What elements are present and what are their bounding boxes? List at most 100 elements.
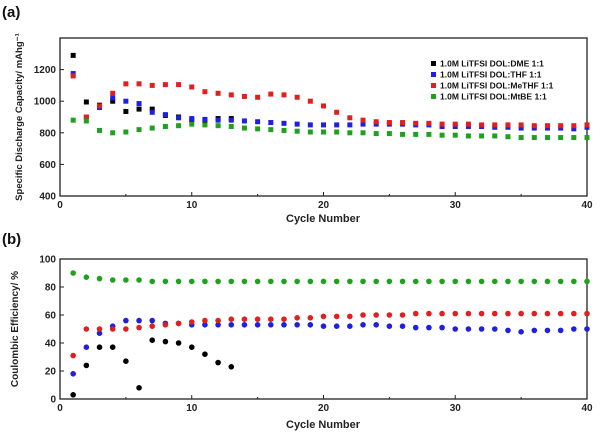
data-point xyxy=(188,319,195,325)
data-point xyxy=(557,310,564,317)
data-point xyxy=(70,73,76,79)
data-point xyxy=(465,133,471,139)
data-point xyxy=(123,317,129,324)
data-point xyxy=(307,98,313,104)
data-point xyxy=(360,322,366,328)
data-point xyxy=(334,109,340,115)
y-tick-label: 0 xyxy=(50,395,56,406)
data-point xyxy=(439,324,445,331)
panel-a-data-points xyxy=(70,52,590,141)
data-point xyxy=(109,326,116,332)
data-point xyxy=(479,122,485,128)
data-point xyxy=(202,317,208,324)
legend-label: 1.0M LiTFSI DOL:THF 1:1 xyxy=(440,70,542,80)
panel-a-y-axis-label: Specific Discharge Capacity/ mAhg⁻¹ xyxy=(14,33,25,201)
data-point xyxy=(412,324,419,331)
x-tick-label: 40 xyxy=(581,403,593,414)
data-point xyxy=(544,327,551,334)
data-point xyxy=(281,322,287,328)
data-point xyxy=(109,344,116,351)
x-tick-label: 30 xyxy=(450,200,462,211)
data-point xyxy=(478,278,485,285)
panel-b-x-axis-label: Cycle Number xyxy=(286,419,361,431)
data-point xyxy=(83,114,89,120)
data-point xyxy=(531,278,538,285)
data-point xyxy=(557,327,564,334)
x-tick-label: 40 xyxy=(581,200,593,211)
data-point xyxy=(241,316,248,323)
data-point xyxy=(149,125,155,131)
data-point xyxy=(413,131,419,137)
data-point xyxy=(307,122,313,128)
data-point xyxy=(162,278,169,285)
data-point xyxy=(96,330,103,337)
data-point xyxy=(373,131,379,137)
panel-a-legend: 1.0M LiTFSI DOL:DME 1:11.0M LiTFSI DOL:T… xyxy=(431,59,554,102)
data-point xyxy=(268,316,274,323)
data-point xyxy=(386,278,393,285)
data-point xyxy=(70,352,76,359)
data-point xyxy=(162,322,169,328)
data-point xyxy=(505,310,511,317)
data-point xyxy=(307,315,314,321)
data-point xyxy=(399,323,406,330)
data-point xyxy=(294,322,300,328)
data-point xyxy=(491,326,498,332)
data-point xyxy=(123,81,129,87)
data-point xyxy=(386,323,393,330)
data-point xyxy=(96,326,103,332)
data-point xyxy=(571,278,577,285)
data-point xyxy=(465,326,472,332)
data-point xyxy=(215,359,221,366)
data-point xyxy=(518,310,524,317)
data-point xyxy=(202,116,208,122)
data-point xyxy=(518,329,524,335)
x-tick-label: 0 xyxy=(57,200,63,211)
data-point xyxy=(518,125,524,131)
data-point xyxy=(241,125,247,131)
data-point xyxy=(452,121,458,127)
data-point xyxy=(492,133,498,139)
panel-a: (a) 0 10 20 30 40 400 600 800 1000 1200 Cycle Num… xyxy=(2,4,593,225)
data-point xyxy=(136,106,142,112)
panel-a-x-axis-label: Cycle Number xyxy=(286,213,361,225)
data-point xyxy=(83,326,90,332)
data-point xyxy=(123,277,129,283)
data-point xyxy=(386,131,392,137)
data-point xyxy=(465,121,471,127)
data-point xyxy=(426,131,432,137)
legend-item-1-0m-litfsi-dol-dme-1-1: 1.0M LiTFSI DOL:DME 1:1 xyxy=(431,59,544,69)
data-point xyxy=(175,278,182,285)
data-point xyxy=(294,94,300,100)
data-point xyxy=(83,118,89,124)
data-point xyxy=(505,134,511,140)
data-point xyxy=(97,127,103,133)
data-point xyxy=(505,122,511,128)
data-point xyxy=(281,120,287,126)
data-point xyxy=(136,277,142,283)
data-point xyxy=(228,123,234,129)
legend-label: 1.0M LiTFSI DOL:MtBE 1:1 xyxy=(440,92,547,102)
data-point xyxy=(386,312,393,318)
legend-label: 1.0M LiTFSI DOL:MeTHF 1:1 xyxy=(440,81,554,91)
data-point xyxy=(162,338,169,345)
legend-item-1-0m-litfsi-dol-methf-1-1: 1.0M LiTFSI DOL:MeTHF 1:1 xyxy=(431,81,554,91)
data-point xyxy=(202,89,208,95)
data-point xyxy=(373,278,380,285)
data-point xyxy=(83,362,90,369)
data-point xyxy=(149,317,156,324)
x-tick-label: 10 xyxy=(186,403,198,414)
data-point xyxy=(176,82,182,88)
data-point xyxy=(215,90,221,96)
data-point xyxy=(268,322,274,328)
data-point xyxy=(465,278,472,285)
data-point xyxy=(426,324,432,331)
data-point xyxy=(202,278,208,285)
data-point xyxy=(426,120,432,126)
data-point xyxy=(333,323,340,330)
data-point xyxy=(347,122,353,128)
data-point xyxy=(228,316,235,323)
legend-marker xyxy=(431,61,436,66)
data-point xyxy=(320,313,327,320)
